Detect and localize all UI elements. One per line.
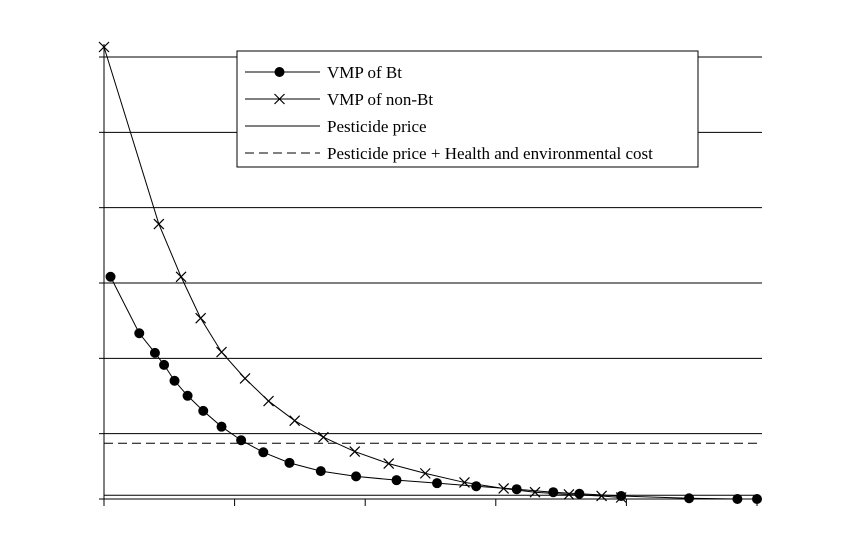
series-1 bbox=[98, 41, 627, 503]
legend: VMP of Bt VMP of non-Bt Pesticide price Pes… bbox=[236, 50, 699, 168]
data-point bbox=[263, 395, 274, 407]
data-point bbox=[498, 483, 510, 494]
data-point bbox=[574, 488, 585, 499]
data-point bbox=[459, 477, 470, 488]
data-point bbox=[169, 375, 180, 386]
legend-label: Pesticide price + Health and environment… bbox=[327, 144, 653, 163]
data-point bbox=[596, 490, 608, 502]
series-line bbox=[103, 46, 622, 498]
legend-marker bbox=[274, 93, 285, 105]
data-point bbox=[159, 359, 170, 370]
data-point bbox=[383, 458, 395, 470]
data-point bbox=[284, 457, 295, 468]
data-point bbox=[289, 415, 301, 427]
legend-label: VMP of Bt bbox=[327, 63, 402, 82]
data-point bbox=[684, 493, 695, 504]
legend-item: VMP of non-Bt bbox=[245, 90, 433, 109]
data-point bbox=[98, 41, 110, 53]
data-point bbox=[471, 481, 482, 492]
data-point bbox=[198, 405, 209, 416]
data-point bbox=[149, 347, 160, 358]
legend-label: Pesticide price bbox=[327, 117, 427, 136]
data-point bbox=[548, 487, 559, 498]
data-point bbox=[732, 494, 743, 504]
data-point bbox=[351, 471, 362, 482]
data-point bbox=[563, 489, 575, 500]
legend-label: VMP of non-Bt bbox=[327, 90, 433, 109]
data-point bbox=[216, 421, 227, 432]
data-point bbox=[182, 390, 193, 401]
data-point bbox=[315, 466, 326, 477]
legend-item: Pesticide price bbox=[245, 117, 427, 136]
data-point bbox=[175, 271, 187, 283]
data-point bbox=[239, 373, 251, 384]
legend-marker bbox=[274, 67, 285, 77]
data-point bbox=[511, 484, 522, 495]
data-point bbox=[258, 447, 269, 458]
data-point bbox=[317, 431, 329, 443]
data-point bbox=[349, 446, 361, 457]
data-point bbox=[216, 346, 227, 358]
data-point bbox=[153, 218, 165, 230]
data-point bbox=[134, 328, 145, 339]
series-layer bbox=[98, 41, 762, 504]
data-point bbox=[105, 271, 116, 282]
data-point bbox=[236, 435, 247, 446]
legend-item: Pesticide price + Health and environment… bbox=[245, 144, 653, 163]
data-point bbox=[391, 475, 402, 486]
axes bbox=[99, 44, 758, 506]
data-point bbox=[432, 478, 443, 489]
data-point bbox=[419, 467, 431, 479]
data-point bbox=[616, 490, 627, 501]
data-point bbox=[195, 312, 207, 324]
data-point bbox=[752, 494, 762, 504]
data-point bbox=[615, 492, 627, 503]
legend-item: VMP of Bt bbox=[245, 63, 402, 82]
legend-box bbox=[236, 50, 699, 168]
